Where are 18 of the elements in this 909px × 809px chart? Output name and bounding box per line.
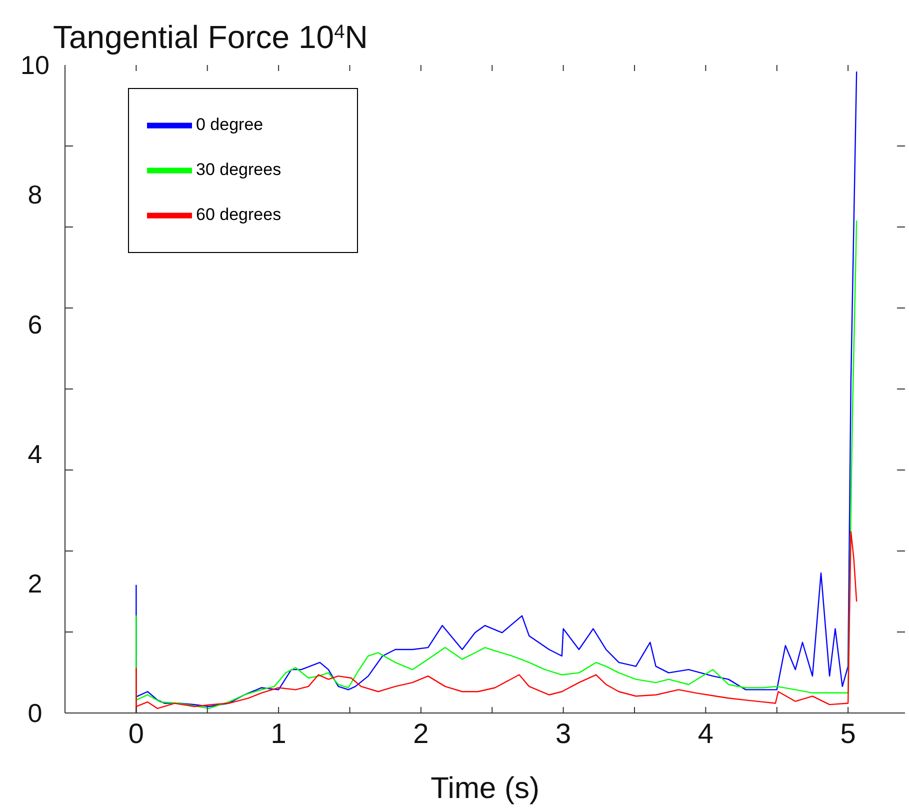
y-tick-label: 2 <box>28 568 42 598</box>
x-tick-label: 3 <box>556 718 572 749</box>
y-tick-label: 0 <box>28 698 42 728</box>
x-tick-label: 5 <box>840 718 856 749</box>
chart-title: Tangential Force 10$^{4}$N <box>53 19 368 55</box>
y-tick-label: 6 <box>28 309 42 340</box>
legend-label: 0 degree <box>196 114 264 134</box>
x-axis-title: Time (s) <box>430 772 540 805</box>
line-series <box>136 530 858 713</box>
y-tick-label: 8 <box>28 180 42 210</box>
y-tick-label: 4 <box>28 438 42 469</box>
x-tick-label: 0 <box>128 718 144 749</box>
x-tick-label: 1 <box>270 718 286 749</box>
y-tick-label: 10 <box>20 50 50 80</box>
legend-label: 30 degrees <box>196 160 282 179</box>
x-tick-label: 4 <box>698 718 714 749</box>
x-tick-label: 2 <box>413 718 429 749</box>
legend-label: 60 degrees <box>196 204 282 224</box>
